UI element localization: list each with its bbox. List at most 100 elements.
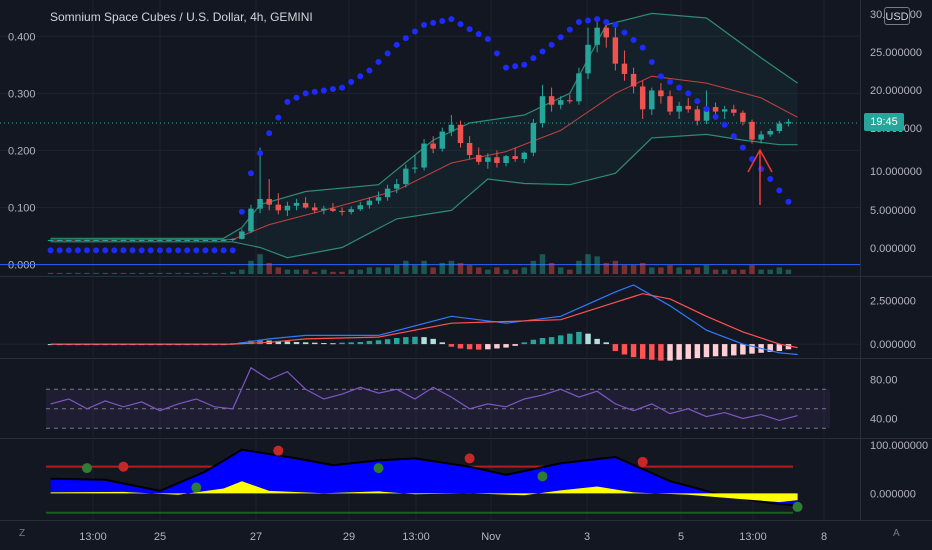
macd-histogram-bar xyxy=(403,337,409,345)
sar-dot xyxy=(439,18,446,25)
sar-dot xyxy=(120,247,127,254)
candle xyxy=(129,240,136,242)
candle xyxy=(585,44,591,74)
volume-bar xyxy=(393,265,400,274)
sar-dot xyxy=(193,247,200,254)
macd-histogram-bar xyxy=(494,344,500,349)
macd-histogram-bar xyxy=(275,340,282,345)
volume-bar xyxy=(685,269,691,274)
auto-scale-button[interactable]: A xyxy=(893,528,900,539)
candle xyxy=(530,123,537,153)
volume-bar xyxy=(375,267,382,274)
macd-histogram-bar xyxy=(475,344,482,350)
candle xyxy=(120,240,127,242)
sar-dot xyxy=(129,247,136,254)
macd-histogram-bar xyxy=(557,335,564,345)
x-tick-label: 29 xyxy=(343,531,355,543)
volume-bar xyxy=(557,267,564,274)
candle xyxy=(403,168,409,185)
sar-dot xyxy=(730,133,737,140)
wave-area xyxy=(50,449,798,506)
bollinger-middle-line xyxy=(50,75,798,241)
sar-dot xyxy=(329,86,336,93)
volume-bar xyxy=(75,272,81,274)
volume-bar xyxy=(357,269,364,274)
candle xyxy=(47,240,54,242)
volume-bar xyxy=(302,269,309,274)
volume-bar xyxy=(421,260,427,274)
candle xyxy=(257,198,263,209)
macd-histogram-bar xyxy=(621,344,628,355)
sar-dot xyxy=(147,247,154,254)
sar-dot xyxy=(585,17,592,24)
macd-histogram-bar xyxy=(576,331,582,345)
right-axis-tick: 20.000000 xyxy=(870,85,922,97)
sar-dot xyxy=(247,170,254,177)
sar-dot xyxy=(657,73,664,80)
macd-histogram-bar xyxy=(530,339,537,345)
volume-bar xyxy=(749,265,755,274)
osc-axis-tick: 100.000000 xyxy=(870,440,928,452)
sar-dot xyxy=(302,90,309,97)
macd-histogram-bar xyxy=(330,343,336,345)
signal-line xyxy=(50,293,798,349)
currency-button[interactable]: USD xyxy=(884,7,910,25)
osc-marker-red xyxy=(118,461,129,472)
candle xyxy=(348,209,354,213)
osc-marker-red xyxy=(637,456,648,467)
candle xyxy=(503,156,509,163)
candle xyxy=(494,157,500,163)
sar-dot xyxy=(238,208,245,215)
volume-bar xyxy=(330,271,336,274)
volume-bar xyxy=(466,265,473,274)
candle xyxy=(357,205,364,210)
macd-histogram-bar xyxy=(393,338,400,345)
candle xyxy=(275,204,282,211)
candle xyxy=(776,123,783,132)
sar-dot xyxy=(466,26,473,33)
candle xyxy=(366,200,373,206)
volume-bar xyxy=(348,269,354,274)
volume-bar xyxy=(93,272,99,274)
sar-dot xyxy=(758,165,765,172)
volume-bar xyxy=(649,267,655,274)
macd-histogram-bar xyxy=(47,344,54,346)
candle xyxy=(521,152,527,159)
candle xyxy=(712,107,719,112)
x-tick-label: 25 xyxy=(154,531,166,543)
macd-histogram-bar xyxy=(375,340,382,345)
candle xyxy=(248,208,254,232)
sar-dot xyxy=(694,98,701,105)
sar-dot xyxy=(530,55,537,62)
bollinger-upper-line xyxy=(50,12,798,239)
candle xyxy=(685,105,691,110)
sar-dot xyxy=(712,113,719,120)
volume-bar xyxy=(457,263,464,274)
sar-dot xyxy=(275,114,282,121)
bollinger-band-fill xyxy=(50,13,798,258)
candle xyxy=(93,240,99,242)
candle xyxy=(75,240,81,242)
sar-dot xyxy=(630,37,637,44)
volume-bar xyxy=(47,272,54,274)
volume-bar xyxy=(293,269,300,274)
sar-dot xyxy=(575,18,582,25)
zoom-button[interactable]: Z xyxy=(19,528,26,539)
volume-bar xyxy=(539,254,546,274)
candle xyxy=(658,90,664,97)
macd-histogram-bar xyxy=(594,338,600,345)
macd-histogram-bar xyxy=(321,343,327,345)
macd-histogram-bar xyxy=(703,344,710,358)
candle xyxy=(375,197,382,201)
volume-bar xyxy=(758,269,764,274)
candle xyxy=(102,240,108,242)
sar-dot xyxy=(566,26,573,33)
macd-histogram-bar xyxy=(503,344,509,348)
sar-dot xyxy=(484,36,491,43)
sar-dot xyxy=(721,121,728,128)
candle xyxy=(785,121,792,124)
macd-histogram-bar xyxy=(466,344,473,350)
sar-dot xyxy=(448,16,455,23)
sar-dot xyxy=(357,73,364,80)
